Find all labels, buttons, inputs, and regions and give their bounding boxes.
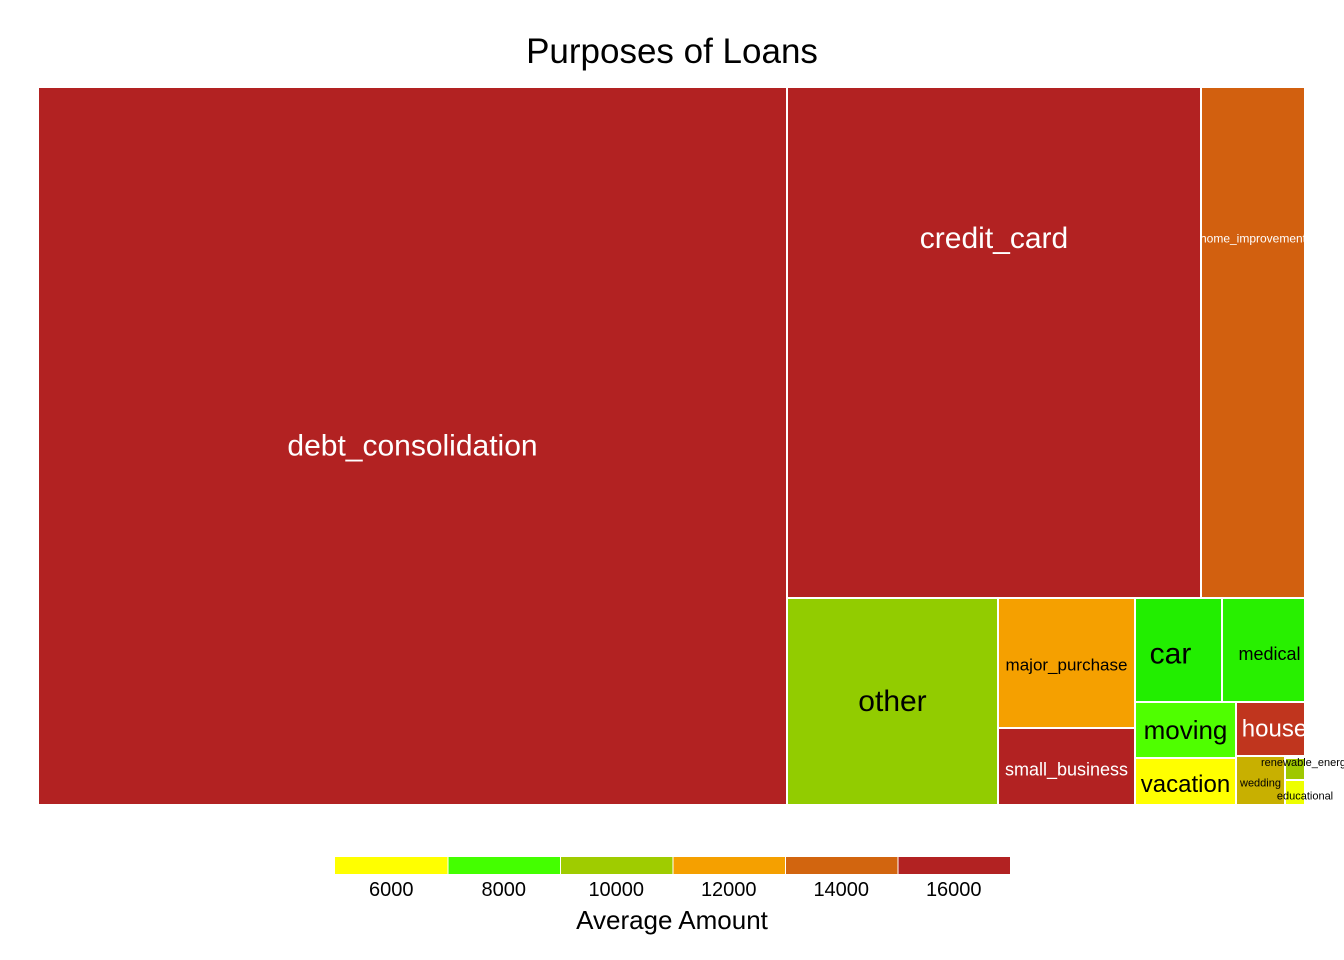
treemap-label-car: car <box>1150 638 1192 671</box>
legend-swatch <box>561 857 673 874</box>
treemap-label-major-purchase: major_purchase <box>1006 656 1128 675</box>
treemap: debt_consolidation credit_card home_improv… <box>39 88 1344 804</box>
legend-tick-label: 8000 <box>482 879 527 901</box>
treemap-tile-debt-consolidation <box>39 88 786 804</box>
treemap-tile-house <box>1237 703 1304 755</box>
treemap-label-house: house <box>1242 716 1307 743</box>
legend-tick-label: 10000 <box>588 879 644 901</box>
treemap-label-moving: moving <box>1144 715 1228 745</box>
treemap-label-medical: medical <box>1238 644 1300 664</box>
legend-swatch <box>673 857 785 874</box>
legend-swatch <box>786 857 898 874</box>
legend-tick-label: 12000 <box>701 879 757 901</box>
treemap-tile-major-purchase <box>999 599 1134 727</box>
treemap-tile-medical <box>1223 599 1304 701</box>
legend-tick-label: 14000 <box>813 879 869 901</box>
treemap-label-small-business: small_business <box>1005 760 1128 781</box>
treemap-tile-credit-card <box>788 88 1200 597</box>
treemap-label-wedding: wedding <box>1239 778 1281 790</box>
legend-swatch <box>335 857 448 874</box>
treemap-tile-other <box>788 599 997 804</box>
treemap-tile-vacation <box>1136 759 1235 804</box>
treemap-label-credit-card: credit_card <box>920 222 1068 255</box>
treemap-label-other: other <box>858 685 926 718</box>
treemap-tile-car <box>1136 599 1221 701</box>
legend-title: Average Amount <box>576 905 768 935</box>
chart-title: Purposes of Loans <box>526 32 818 71</box>
treemap-label-educational: educational <box>1277 791 1333 803</box>
treemap-tile-renewable-energy <box>1286 759 1304 779</box>
treemap-tile-moving <box>1136 703 1235 757</box>
legend-swatch <box>898 857 1010 874</box>
legend-swatch <box>448 857 560 874</box>
treemap-label-home-improvement: home_improvement <box>1200 232 1307 246</box>
treemap-label-vacation: vacation <box>1141 771 1230 798</box>
treemap-label-renewable-energy: renewable_energy <box>1261 757 1344 769</box>
treemap-tile-small-business <box>999 729 1134 804</box>
treemap-label-debt-consolidation: debt_consolidation <box>287 430 537 463</box>
treemap-tile-educational <box>1286 781 1304 804</box>
legend-tick-label: 6000 <box>369 879 414 901</box>
treemap-tile-wedding <box>1237 757 1284 804</box>
legend-tick-label: 16000 <box>926 879 982 901</box>
treemap-tile-home-improvement <box>1202 88 1304 597</box>
